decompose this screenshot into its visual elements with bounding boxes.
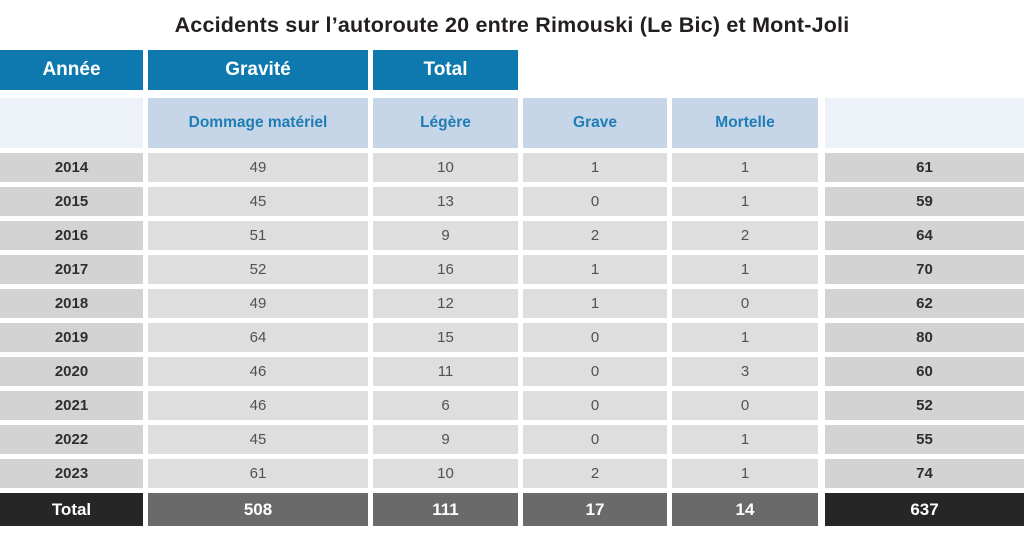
grave-cell: 0 [523, 391, 667, 420]
table-totals-row: Total 508 111 17 14 637 [0, 493, 1024, 526]
totals-grand-total: 637 [825, 493, 1024, 526]
subheader-mortelle: Mortelle [672, 98, 818, 148]
totals-legere: 111 [373, 493, 518, 526]
table-row: 2016 51 9 2 2 64 [0, 221, 1024, 250]
subheader-blank-total [825, 98, 1024, 148]
year-cell: 2021 [0, 391, 143, 420]
mortelle-cell: 0 [672, 391, 818, 420]
table-row: 2015 45 13 0 1 59 [0, 187, 1024, 216]
subheader-dommage-materiel: Dommage matériel [148, 98, 368, 148]
subheader-legere: Légère [373, 98, 518, 148]
mortelle-cell: 1 [672, 187, 818, 216]
dommage-cell: 49 [148, 153, 368, 182]
grave-cell: 2 [523, 459, 667, 488]
row-total-cell: 61 [825, 153, 1024, 182]
totals-mortelle: 14 [672, 493, 818, 526]
table-header-row: Année Gravité Total [0, 50, 1024, 90]
mortelle-cell: 0 [672, 289, 818, 318]
row-total-cell: 74 [825, 459, 1024, 488]
subheader-grave: Grave [523, 98, 667, 148]
dommage-cell: 45 [148, 425, 368, 454]
legere-cell: 9 [373, 221, 518, 250]
page-title: Accidents sur l’autoroute 20 entre Rimou… [174, 12, 850, 37]
table-row: 2021 46 6 0 0 52 [0, 391, 1024, 420]
year-cell: 2019 [0, 323, 143, 352]
table-row: 2014 49 10 1 1 61 [0, 153, 1024, 182]
dommage-cell: 46 [148, 391, 368, 420]
mortelle-cell: 3 [672, 357, 818, 386]
dommage-cell: 46 [148, 357, 368, 386]
mortelle-cell: 1 [672, 425, 818, 454]
year-cell: 2023 [0, 459, 143, 488]
grave-cell: 0 [523, 323, 667, 352]
year-cell: 2020 [0, 357, 143, 386]
table-row: 2019 64 15 0 1 80 [0, 323, 1024, 352]
row-total-cell: 55 [825, 425, 1024, 454]
mortelle-cell: 1 [672, 323, 818, 352]
legere-cell: 6 [373, 391, 518, 420]
grave-cell: 1 [523, 153, 667, 182]
year-cell: 2022 [0, 425, 143, 454]
totals-label: Total [0, 493, 143, 526]
legere-cell: 13 [373, 187, 518, 216]
year-cell: 2016 [0, 221, 143, 250]
legere-cell: 11 [373, 357, 518, 386]
mortelle-cell: 1 [672, 255, 818, 284]
legere-cell: 15 [373, 323, 518, 352]
dommage-cell: 64 [148, 323, 368, 352]
dommage-cell: 45 [148, 187, 368, 216]
table-row: 2023 61 10 2 1 74 [0, 459, 1024, 488]
year-cell: 2017 [0, 255, 143, 284]
totals-dommage: 508 [148, 493, 368, 526]
dommage-cell: 61 [148, 459, 368, 488]
table-row: 2017 52 16 1 1 70 [0, 255, 1024, 284]
row-total-cell: 52 [825, 391, 1024, 420]
mortelle-cell: 1 [672, 153, 818, 182]
grave-cell: 0 [523, 187, 667, 216]
mortelle-cell: 1 [672, 459, 818, 488]
dommage-cell: 51 [148, 221, 368, 250]
grave-cell: 1 [523, 289, 667, 318]
legere-cell: 10 [373, 459, 518, 488]
grave-cell: 2 [523, 221, 667, 250]
legere-cell: 9 [373, 425, 518, 454]
header-gravite: Gravité [148, 50, 368, 90]
table-row: 2018 49 12 1 0 62 [0, 289, 1024, 318]
dommage-cell: 49 [148, 289, 368, 318]
row-total-cell: 62 [825, 289, 1024, 318]
legere-cell: 16 [373, 255, 518, 284]
row-total-cell: 70 [825, 255, 1024, 284]
header-annee: Année [0, 50, 143, 90]
year-cell: 2015 [0, 187, 143, 216]
year-cell: 2014 [0, 153, 143, 182]
table-subheader-row: Dommage matériel Légère Grave Mortelle [0, 98, 1024, 148]
row-total-cell: 64 [825, 221, 1024, 250]
table-row: 2020 46 11 0 3 60 [0, 357, 1024, 386]
year-cell: 2018 [0, 289, 143, 318]
table-row: 2022 45 9 0 1 55 [0, 425, 1024, 454]
grave-cell: 0 [523, 357, 667, 386]
grave-cell: 1 [523, 255, 667, 284]
mortelle-cell: 2 [672, 221, 818, 250]
dommage-cell: 52 [148, 255, 368, 284]
totals-grave: 17 [523, 493, 667, 526]
row-total-cell: 60 [825, 357, 1024, 386]
header-total: Total [373, 50, 518, 90]
subheader-blank-annee [0, 98, 143, 148]
legere-cell: 10 [373, 153, 518, 182]
row-total-cell: 80 [825, 323, 1024, 352]
legere-cell: 12 [373, 289, 518, 318]
row-total-cell: 59 [825, 187, 1024, 216]
grave-cell: 0 [523, 425, 667, 454]
